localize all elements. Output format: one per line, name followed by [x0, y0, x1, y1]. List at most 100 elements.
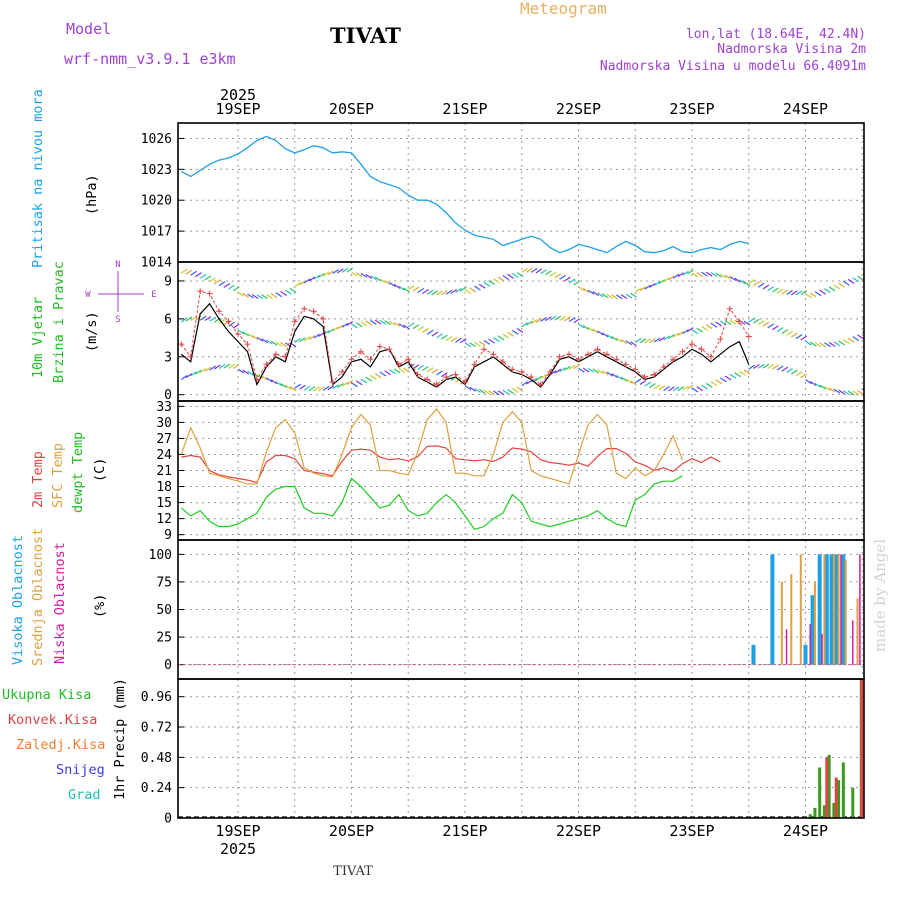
total-precip-bar: [851, 787, 855, 818]
wind-direction-arrow: [790, 332, 798, 338]
wind-direction-arrow: [346, 379, 354, 385]
wind-direction-arrow: [393, 321, 401, 327]
wind-direction-arrow: [266, 293, 273, 299]
wind-direction-arrow: [644, 284, 652, 290]
wind-direction-arrow: [398, 323, 406, 329]
wind-direction-arrow: [431, 331, 439, 337]
wind-direction-arrow: [441, 334, 448, 340]
wind-direction-arrow: [857, 389, 864, 395]
wind-direction-arrow: [275, 292, 283, 298]
wind-direction-arrow: [549, 271, 557, 277]
wind-direction-arrow: [341, 322, 349, 328]
wind-direction-arrow: [843, 339, 850, 345]
wind-direction-arrow: [474, 387, 481, 393]
wind-direction-arrow: [251, 334, 259, 340]
wind-direction-arrow: [407, 285, 415, 291]
wind-direction-arrow: [488, 390, 495, 396]
cloud-label-low: Niska Oblacnost: [52, 542, 68, 664]
y-tick-label: 27: [156, 432, 172, 447]
wind-direction-arrow: [365, 273, 373, 279]
high-cloud-bar: [751, 644, 756, 665]
wind-direction-arrow: [417, 325, 425, 331]
wind-direction-arrow: [587, 367, 595, 373]
legend-ukupna: Ukupna Kisa: [2, 687, 91, 703]
wind-direction-arrow: [228, 321, 235, 327]
wind-direction-arrow: [814, 382, 822, 388]
wind-direction-arrow: [578, 367, 585, 373]
wind-direction-arrow: [445, 373, 453, 379]
wind-gust-mark: [414, 371, 421, 378]
wind-direction-arrow: [653, 384, 661, 390]
wind-direction-arrow: [649, 338, 656, 344]
wind-direction-arrow: [833, 284, 841, 290]
low-cloud-bar: [809, 623, 811, 665]
wind-direction-arrow: [521, 381, 529, 387]
wind-direction-arrow: [616, 294, 623, 300]
wind-direction-arrow: [270, 340, 278, 346]
wind-direction-arrow: [734, 277, 741, 283]
compass-east: E: [151, 290, 156, 300]
wind-gust-mark: [386, 346, 393, 353]
wind-direction-arrow: [696, 327, 704, 333]
wind-direction-arrow: [625, 340, 633, 346]
wind-direction-arrow: [748, 364, 756, 370]
wind-gust-mark: [499, 358, 506, 365]
wind-direction-arrow: [237, 329, 245, 335]
wind-direction-arrow: [753, 364, 760, 370]
total-precip-bar: [818, 767, 822, 818]
wind-direction-arrow: [526, 267, 533, 273]
wind-direction-arrow: [639, 286, 647, 292]
wind-direction-arrow: [672, 273, 680, 279]
wind-direction-arrow: [743, 320, 751, 326]
wind-direction-arrow: [493, 337, 500, 343]
wind-label-1: 10m Vjetar: [30, 297, 46, 378]
wind-direction-arrow: [228, 363, 235, 369]
wind-direction-arrow: [313, 386, 320, 392]
bottom-day-label: 20SEP: [329, 822, 374, 840]
high-cloud-bar: [810, 595, 815, 665]
wind-direction-arrow: [322, 385, 330, 391]
mid-cloud-bar: [823, 554, 826, 665]
wind-direction-arrow: [436, 370, 443, 376]
wind-direction-arrow: [814, 291, 822, 297]
wind-direction-arrow: [526, 379, 533, 385]
wind-direction-arrow: [649, 282, 656, 288]
wind-gust-mark: [584, 351, 591, 358]
wind-gust-mark: [206, 290, 213, 297]
wind-direction-arrow: [313, 274, 320, 280]
y-tick-label: 1014: [141, 256, 172, 271]
wind-direction-arrow: [232, 323, 240, 329]
wind-gust-mark: [736, 318, 743, 325]
wind-gust-mark: [310, 308, 317, 315]
compass-north: N: [115, 260, 120, 270]
wind-direction-arrow: [781, 289, 789, 295]
wind-direction-arrow: [351, 382, 358, 388]
top-day-label: 20SEP: [329, 100, 374, 118]
wind-direction-arrow: [195, 272, 202, 278]
wind-direction-arrow: [469, 386, 477, 392]
wind-gust-mark: [575, 356, 582, 363]
total-precip-bar: [827, 754, 831, 818]
wind-direction-arrow: [403, 367, 410, 373]
wind-gust-mark: [320, 315, 327, 322]
wind-direction-arrow: [819, 384, 827, 390]
wind-direction-arrow: [573, 280, 581, 286]
low-cloud-bar: [785, 629, 788, 665]
y-tick-label: 18: [156, 480, 172, 495]
wind-direction-arrow: [573, 364, 581, 370]
wind-direction-arrow: [634, 287, 642, 293]
wind-direction-arrow: [644, 381, 652, 387]
precip-legend: Ukupna Kisa Konvek.Kisa Zaledj.Kisa Snij…: [2, 687, 105, 803]
wind-direction-arrow: [521, 322, 529, 328]
high-cloud-bar: [834, 554, 839, 665]
wind-direction-arrow: [289, 386, 297, 392]
mid-cloud-bar: [780, 581, 783, 665]
temp-label-2m: 2m Temp: [30, 451, 46, 508]
wind-direction-arrow: [483, 389, 491, 395]
wind-direction-arrow: [422, 327, 429, 333]
wind-direction-arrow: [620, 294, 628, 300]
wind-gust-mark: [433, 381, 440, 388]
wind-direction-arrow: [441, 372, 448, 378]
wind-direction-arrow: [218, 281, 226, 287]
wind-direction-arrow: [280, 291, 287, 297]
